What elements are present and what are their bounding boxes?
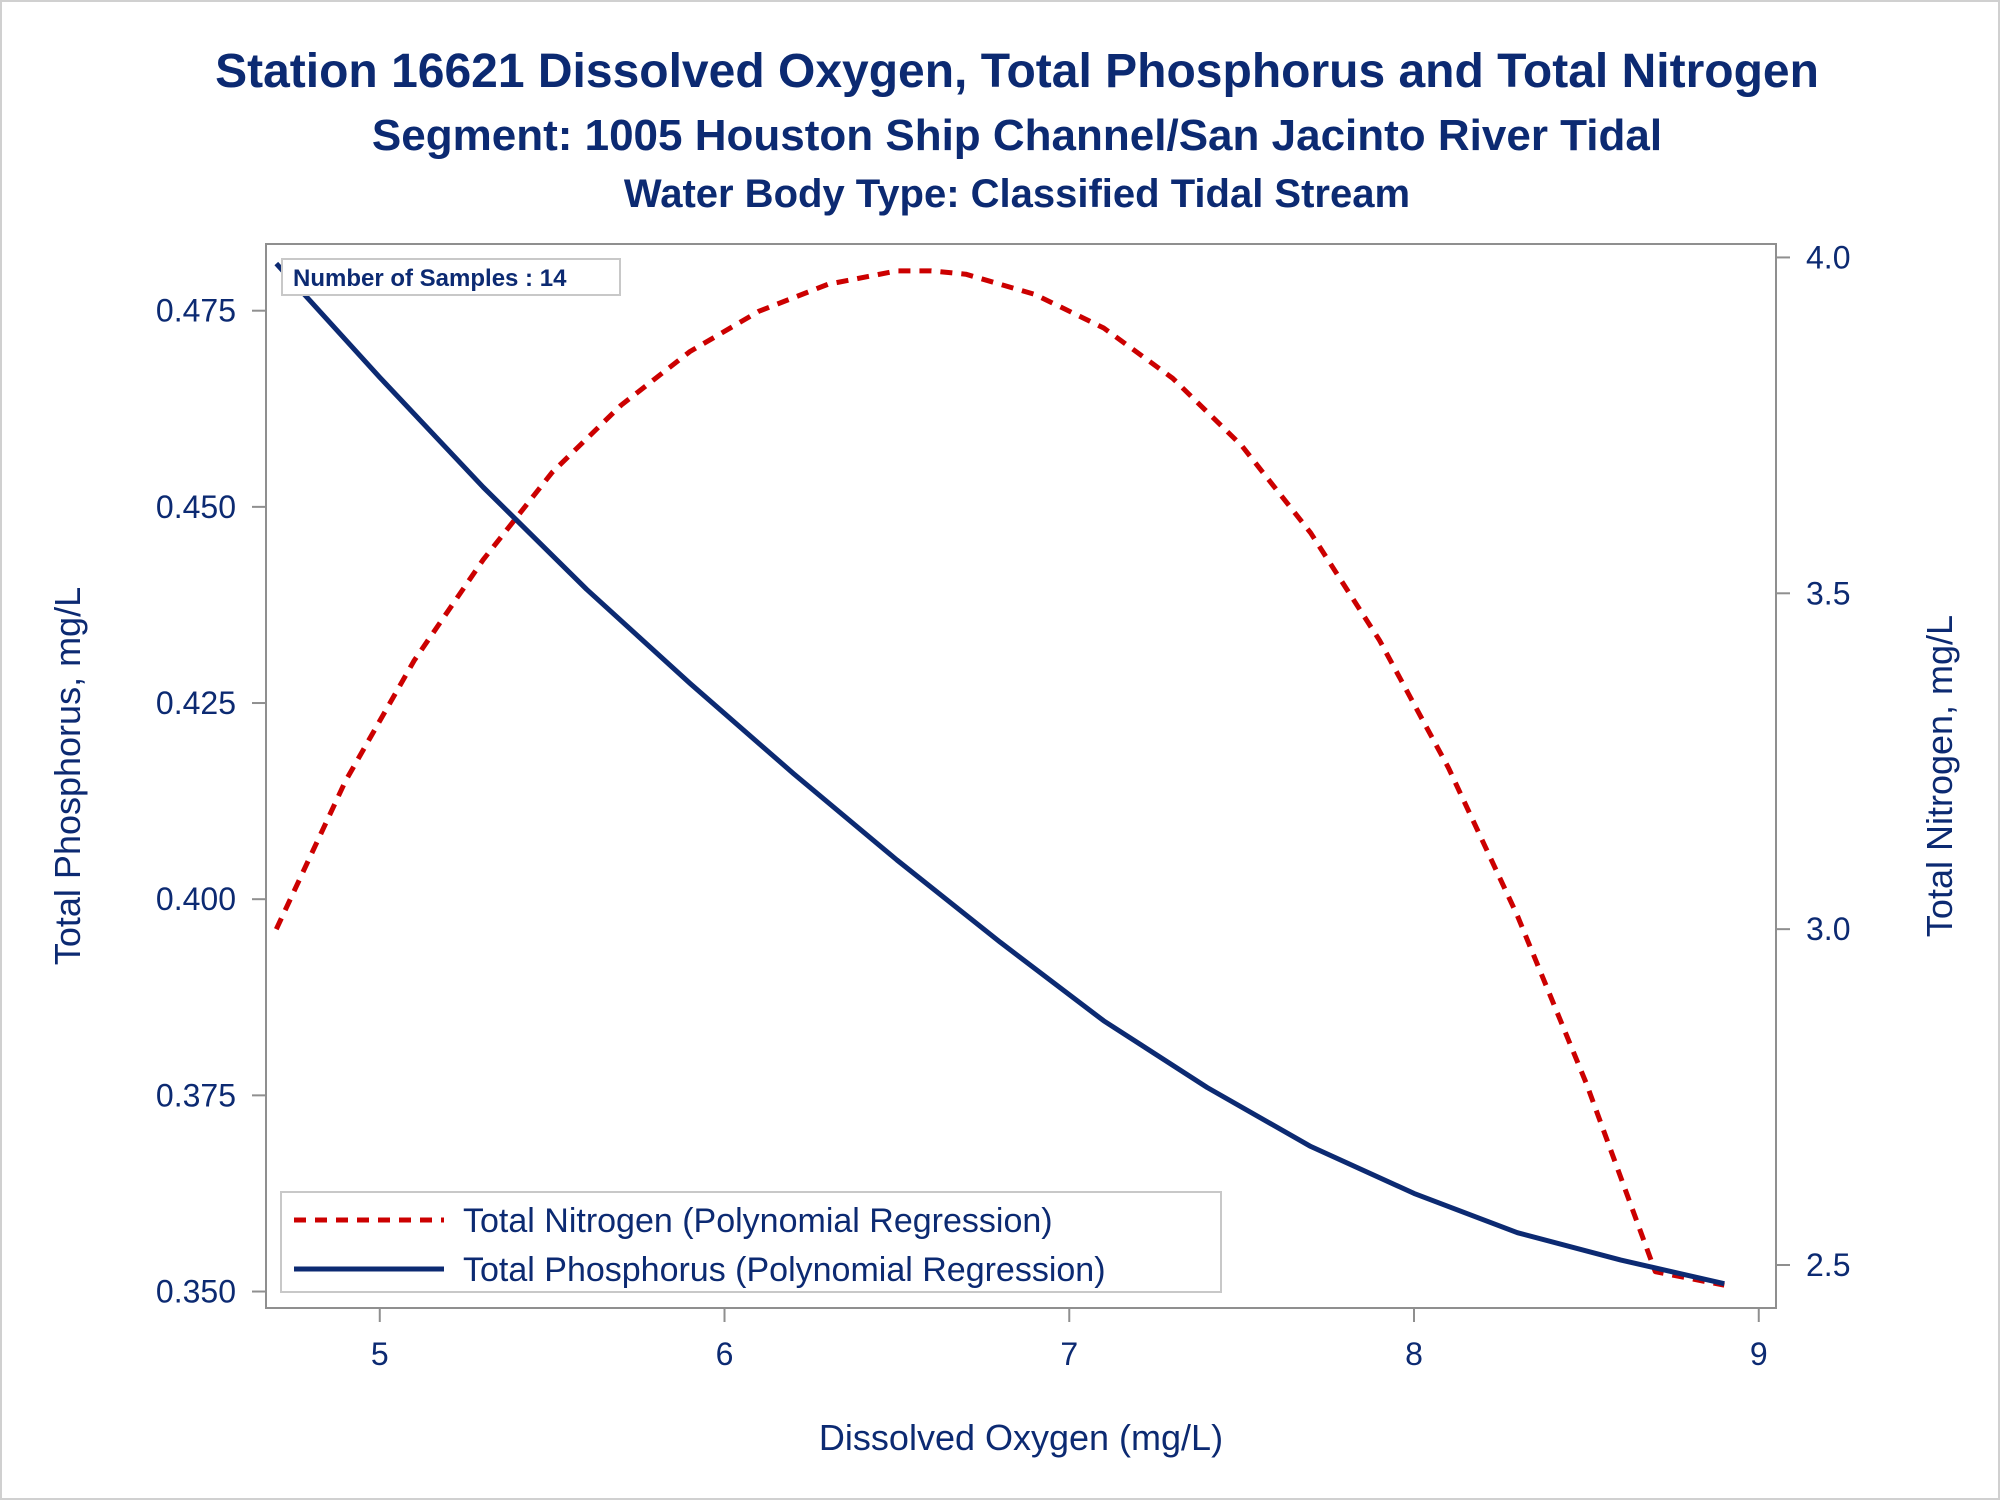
y-tick-label: 0.425 [156,685,236,721]
y2-tick-label: 3.5 [1806,575,1850,611]
y-tick-label: 0.475 [156,293,236,329]
plot-area [265,243,1777,1309]
y2-tick-label: 4.0 [1806,239,1850,275]
x-tick-label: 9 [1750,1336,1768,1372]
series-line-phosphorus [274,261,1725,1287]
y2-tick-label: 2.5 [1806,1247,1850,1283]
legend-box [280,1191,1222,1293]
legend-label-phosphorus: Total Phosphorus (Polynomial Regression) [463,1251,1106,1289]
y-tick-label: 0.400 [156,881,236,917]
y2-tick-label: 3.0 [1806,911,1850,947]
x-axis: 5 6 7 8 9 [371,1308,1768,1372]
y-axis-label: Total Phosphorus, mg/L [47,587,88,965]
x-axis-label: Dissolved Oxygen (mg/L) [819,1417,1223,1458]
series-line-nitrogen [274,268,1725,1288]
y-tick-label: 0.350 [156,1274,236,1310]
chart-title: Station 16621 Dissolved Oxygen, Total Ph… [215,45,1819,98]
legend-label-nitrogen: Total Nitrogen (Polynomial Regression) [463,1202,1053,1240]
y2-axis: 2.5 3.0 3.5 4.0 [1776,239,1850,1283]
x-tick-label: 5 [371,1336,389,1372]
legend: Total Nitrogen (Polynomial Regression) T… [280,1191,1222,1293]
y-tick-label: 0.375 [156,1077,236,1113]
x-tick-label: 7 [1060,1336,1078,1372]
annotation-box: Number of Samples : 14 [281,258,621,296]
y2-axis-label: Total Nitrogen, mg/L [1919,615,1960,937]
series-layer [274,261,1725,1288]
y-tick-label: 0.450 [156,489,236,525]
x-tick-label: 8 [1405,1336,1423,1372]
samples-annotation: Number of Samples : 14 [293,265,567,292]
y-axis: 0.350 0.375 0.400 0.425 0.450 0.475 [156,293,266,1310]
x-tick-label: 6 [716,1336,734,1372]
chart-subtitle-2: Water Body Type: Classified Tidal Stream [624,172,1410,216]
chart-subtitle: Segment: 1005 Houston Ship Channel/San J… [372,111,1662,160]
